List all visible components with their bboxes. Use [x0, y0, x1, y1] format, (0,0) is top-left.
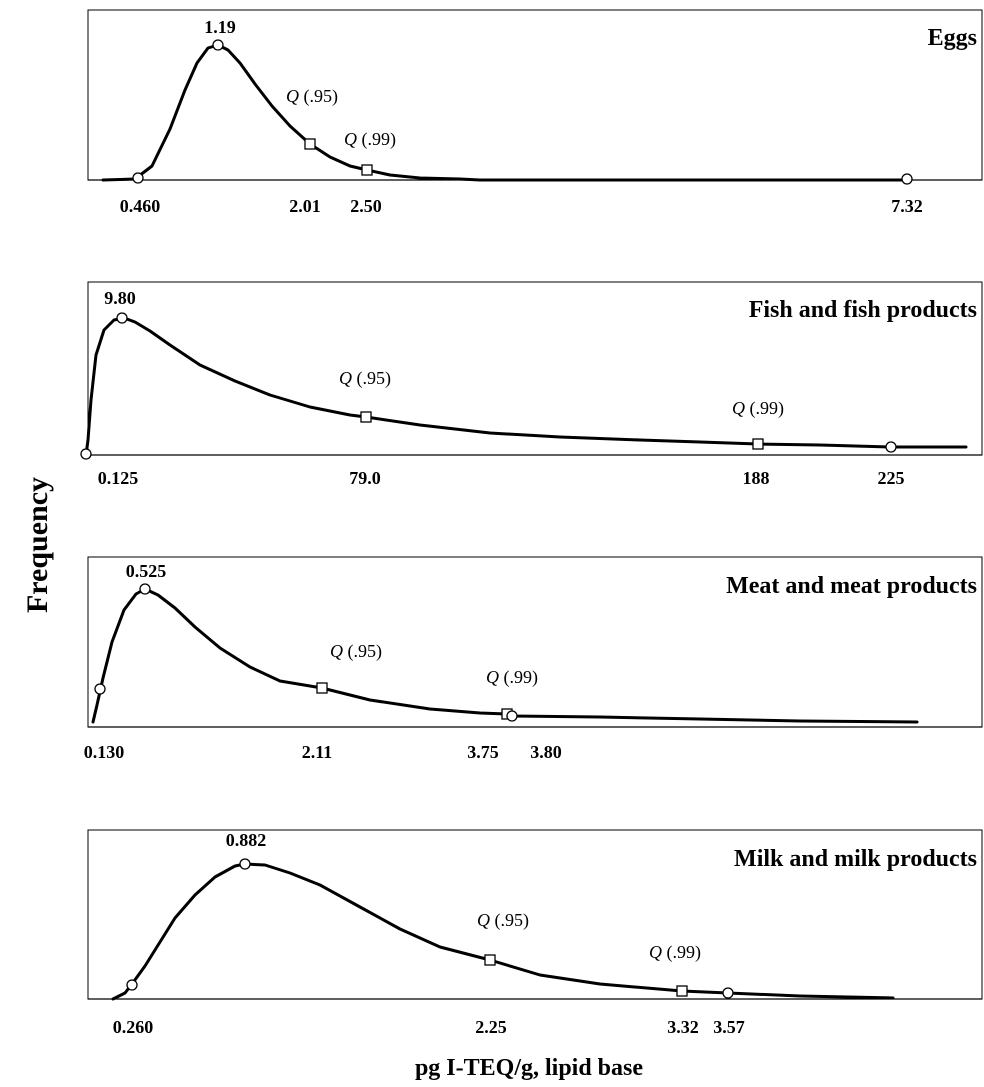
y-axis-label: Frequency: [21, 477, 54, 613]
distribution-curve: [111, 862, 895, 1001]
tick-label: 2.25: [475, 1017, 507, 1037]
distribution-curve: [91, 587, 919, 724]
tick-label: 2.50: [350, 196, 382, 216]
q95-label: Q (.95): [330, 641, 382, 662]
quantile-marker: [361, 164, 373, 176]
tick-label: 0.260: [113, 1017, 154, 1037]
tick-label: 2.01: [289, 196, 321, 216]
panel-title: Eggs: [928, 25, 977, 51]
point-marker: [116, 312, 128, 324]
tick-label: 79.0: [349, 468, 381, 488]
tick-label: 2.11: [302, 742, 333, 762]
panel-title: Meat and meat products: [726, 573, 977, 599]
tick-label: 3.32: [667, 1017, 699, 1037]
quantile-marker: [484, 954, 496, 966]
panel-3: Meat and meat products 0.525 Q (.95) Q (.99…: [84, 556, 983, 762]
tick-label: 0.460: [120, 196, 161, 216]
q99-label: Q (.99): [344, 129, 396, 150]
point-marker: [506, 710, 518, 722]
point-marker: [132, 172, 144, 184]
distribution-curve: [101, 43, 909, 182]
quantile-marker: [676, 985, 688, 997]
tick-label: 0.125: [98, 468, 139, 488]
quantile-marker: [304, 138, 316, 150]
x-axis-label: pg I-TEQ/g, lipid base: [415, 1055, 643, 1081]
point-marker: [94, 683, 106, 695]
q99-label: Q (.99): [732, 398, 784, 419]
tick-label: 7.32: [891, 196, 923, 216]
quantile-marker: [752, 438, 764, 450]
q99-label: Q (.99): [486, 667, 538, 688]
panel-2: Fish and fish products 9.80 Q (.95) Q (.99)…: [80, 281, 983, 488]
tick-label: 3.57: [713, 1017, 745, 1037]
peak-label: 0.882: [226, 830, 267, 850]
point-marker: [80, 448, 92, 460]
panel-1: Eggs 1.19 Q (.95) Q (.99) 0.460 2.01 2.50 7.32: [87, 9, 983, 216]
quantile-marker: [316, 682, 328, 694]
panel-4: Milk and milk products 0.882 Q (.95) Q (.99…: [87, 829, 983, 1037]
point-marker: [212, 39, 224, 51]
peak-label: 0.525: [126, 561, 167, 581]
point-marker: [126, 979, 138, 991]
peak-label: 1.19: [204, 17, 236, 37]
panels: Eggs 1.19 Q (.95) Q (.99) 0.460 2.01 2.50 7.32 F…: [80, 9, 983, 1037]
q95-label: Q (.95): [286, 86, 338, 107]
quantile-marker: [360, 411, 372, 423]
tick-label: 0.130: [84, 742, 125, 762]
q95-label: Q (.95): [339, 368, 391, 389]
tick-label: 225: [878, 468, 905, 488]
tick-label: 3.80: [530, 742, 562, 762]
tick-label: 3.75: [467, 742, 499, 762]
point-marker: [139, 583, 151, 595]
peak-label: 9.80: [104, 288, 136, 308]
point-marker: [722, 987, 734, 999]
q95-label: Q (.95): [477, 910, 529, 931]
distribution-curve: [84, 316, 968, 457]
point-marker: [901, 173, 913, 185]
q99-label: Q (.99): [649, 942, 701, 963]
panel-title: Milk and milk products: [734, 846, 977, 872]
tick-label: 188: [743, 468, 770, 488]
point-marker: [239, 858, 251, 870]
panel-title: Fish and fish products: [749, 297, 977, 323]
point-marker: [885, 441, 897, 453]
